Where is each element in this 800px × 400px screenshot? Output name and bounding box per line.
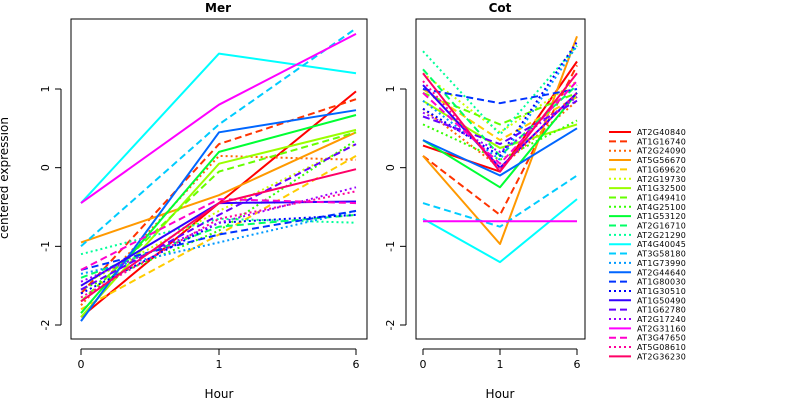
legend-label-at1g80030: AT1G80030 — [637, 278, 686, 287]
series-line-mer-at1g73990 — [80, 209, 357, 275]
series-line-mer-at3g58180 — [80, 27, 357, 248]
series-line-cot-at2g17240 — [422, 96, 578, 153]
panel-title-mer: Mer — [205, 1, 231, 15]
series-line-mer-at2g19730 — [80, 143, 357, 287]
y-tick-label-cot--2: -2 — [384, 320, 397, 331]
series-line-cot-at5g08610 — [422, 80, 578, 169]
legend-label-at1g69620: AT1G69620 — [637, 165, 686, 174]
series-line-mer-at2g36230 — [80, 168, 357, 303]
y-tick-label-mer--1: -1 — [39, 241, 52, 252]
series-line-cot-at1g16740 — [422, 64, 578, 216]
series-line-mer-at1g16740 — [80, 98, 357, 295]
legend-label-at3g47650: AT3G47650 — [637, 334, 686, 343]
series-line-mer-at3g47650 — [80, 198, 357, 271]
x-tick-label-mer-1: 1 — [216, 358, 223, 371]
plot-frame-cot — [415, 18, 586, 340]
legend-label-at2g16710: AT2G16710 — [637, 222, 686, 231]
x-tick-label-cot-1: 1 — [497, 358, 504, 371]
legend-label-at5g08610: AT5G08610 — [637, 343, 686, 352]
x-axis-mer: 0 1 6 — [78, 348, 360, 371]
legend-label-at4g40045: AT4G40045 — [637, 240, 686, 249]
series-line-cot-at3g58180 — [422, 174, 578, 228]
y-tick-label-cot-1: 1 — [384, 86, 397, 93]
legend-label-at2g40840: AT2G40840 — [637, 128, 686, 137]
series-lines-cot — [422, 35, 578, 264]
series-line-mer-at5g56670 — [80, 131, 357, 244]
y-tick-label-mer-1: 1 — [39, 86, 52, 93]
legend-label-at1g62780: AT1G62780 — [637, 306, 686, 315]
legend-label-at1g50490: AT1G50490 — [637, 296, 686, 305]
y-tick-label-mer--2: -2 — [39, 320, 52, 331]
panel-mer: Mer 0 1 6 -2 -1 0 1 Hour centered expression — [0, 1, 368, 400]
legend-label-at2g44640: AT2G44640 — [637, 268, 686, 277]
legend-label-at2g36230: AT2G36230 — [637, 352, 686, 361]
y-axis-mer: -2 -1 0 1 — [39, 86, 62, 331]
x-tick-label-mer-6: 6 — [353, 358, 360, 371]
legend-label-at2g31160: AT2G31160 — [637, 324, 686, 333]
legend-label-at1g32500: AT1G32500 — [637, 184, 686, 193]
series-line-mer-at5g08610 — [80, 190, 357, 299]
series-line-cot-at1g69620 — [422, 88, 578, 142]
series-line-cot-at2g44640 — [422, 127, 578, 177]
legend-label-at1g73990: AT1G73990 — [637, 259, 686, 268]
series-line-mer-at2g16710 — [80, 213, 357, 279]
legend: AT2G40840AT1G16740AT2G24090AT5G56670AT1G… — [609, 128, 686, 361]
legend-label-at1g49410: AT1G49410 — [637, 193, 686, 202]
x-axis-cot: 0 1 6 — [420, 348, 581, 371]
x-axis-title-cot: Hour — [486, 387, 515, 400]
legend-label-at4g25100: AT4G25100 — [637, 203, 686, 212]
legend-label-at1g30510: AT1G30510 — [637, 287, 686, 296]
series-line-mer-at1g49410 — [80, 131, 357, 303]
series-line-mer-at1g32500 — [80, 128, 357, 318]
series-line-mer-at1g62780 — [80, 143, 357, 291]
series-line-mer-at4g40045 — [80, 52, 357, 204]
series-line-mer-at2g31160 — [80, 33, 357, 204]
series-line-mer-at1g69620 — [80, 155, 357, 311]
x-tick-label-mer-0: 0 — [78, 358, 85, 371]
series-line-cot-at1g49410 — [422, 91, 578, 126]
panel-title-cot: Cot — [489, 1, 512, 15]
legend-label-at1g53120: AT1G53120 — [637, 212, 686, 221]
legend-label-at5g56670: AT5G56670 — [637, 156, 686, 165]
y-axis-cot: -2 -1 0 1 — [384, 86, 407, 331]
y-tick-label-cot-0: 0 — [384, 164, 397, 171]
series-line-cot-at3g47650 — [422, 80, 578, 165]
legend-label-at2g17240: AT2G17240 — [637, 315, 686, 324]
y-tick-label-mer-0: 0 — [39, 164, 52, 171]
x-axis-title-mer: Hour — [205, 387, 234, 400]
series-line-cot-at1g80030 — [422, 88, 578, 105]
legend-label-at3g58180: AT3G58180 — [637, 250, 686, 259]
series-line-mer-at2g17240 — [80, 186, 357, 283]
y-axis-title: centered expression — [0, 117, 11, 239]
legend-label-at2g21290: AT2G21290 — [637, 231, 686, 240]
x-tick-label-cot-0: 0 — [420, 358, 427, 371]
panel-cot: Cot 0 1 6 -2 -1 0 1 Hour — [384, 1, 586, 400]
series-line-cot-at1g62780 — [422, 99, 578, 146]
legend-label-at2g24090: AT2G24090 — [637, 147, 686, 156]
legend-label-at2g19730: AT2G19730 — [637, 175, 686, 184]
series-line-cot-at4g40045 — [422, 198, 578, 264]
y-tick-label-cot--1: -1 — [384, 241, 397, 252]
series-line-cot-at1g30510 — [422, 41, 578, 157]
series-line-cot-at2g36230 — [422, 72, 578, 173]
series-line-cot-at2g21290 — [422, 45, 578, 136]
plot-frame-mer — [70, 18, 368, 340]
x-tick-label-cot-6: 6 — [574, 358, 581, 371]
series-lines-mer — [80, 27, 357, 322]
legend-label-at1g16740: AT1G16740 — [637, 137, 686, 146]
series-line-cot-at1g53120 — [422, 92, 578, 189]
